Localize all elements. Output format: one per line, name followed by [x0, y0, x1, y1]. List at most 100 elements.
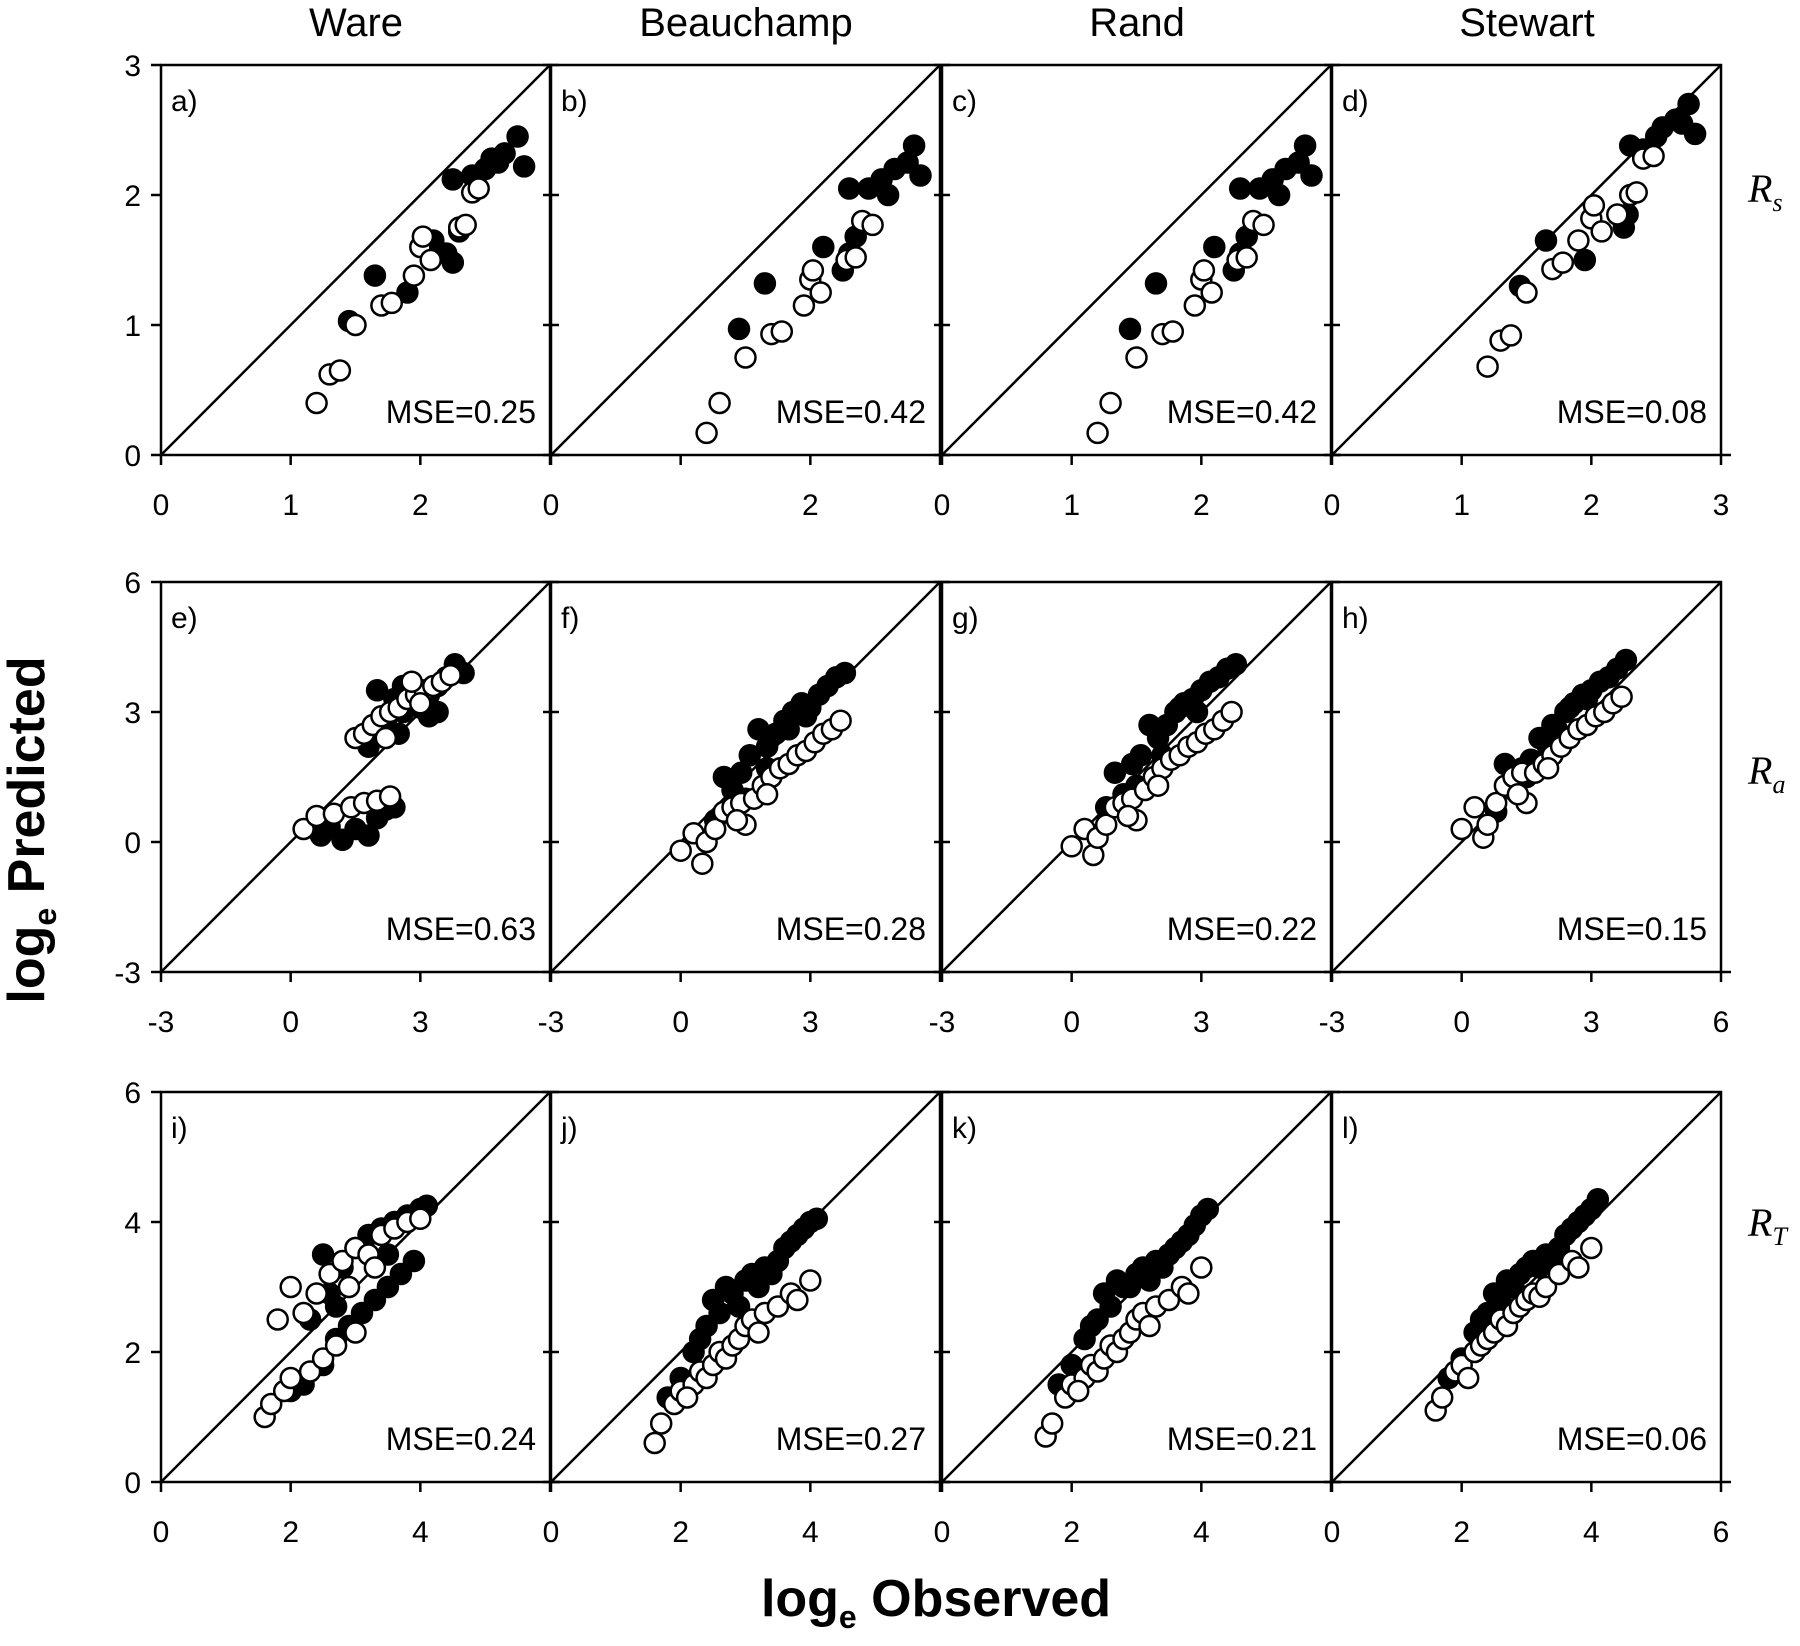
filled-point [777, 718, 800, 741]
panel-frame [549, 1090, 942, 1484]
filled-point [376, 1275, 400, 1299]
row-label-rt-sub: T [1772, 1222, 1788, 1251]
open-point [279, 1275, 302, 1299]
open-point [1606, 203, 1629, 226]
column-title-beauchamp: Beauchamp [639, 1, 852, 45]
panel-k: 0 2 4 k) MSE=0.21 [934, 1090, 1341, 1549]
open-point [1567, 229, 1590, 252]
mse-label: MSE=0.08 [1557, 394, 1707, 430]
filled-point [1144, 272, 1168, 295]
open-point [770, 320, 794, 343]
filled-point [486, 151, 510, 174]
open-point [703, 817, 727, 841]
open-point [649, 1412, 673, 1435]
open-point [1536, 757, 1560, 780]
open-point [691, 852, 714, 875]
mse-label: MSE=0.42 [776, 394, 926, 430]
y-axis-title-prefix: log [0, 926, 56, 1004]
filled-point [1683, 122, 1707, 146]
open-point [1484, 791, 1508, 815]
filled-point [1129, 744, 1153, 767]
x-axis-title-sub: e [839, 1599, 857, 1635]
mse-label: MSE=0.42 [1167, 394, 1317, 430]
open-point [1040, 1412, 1064, 1435]
y-axis-title-sub: e [27, 908, 63, 926]
open-point [1463, 796, 1486, 819]
x-tick-label: 0 [1063, 1006, 1080, 1039]
y-tick-label: 0 [124, 440, 141, 473]
mse-label: MSE=0.21 [1167, 1421, 1317, 1457]
identity-line [161, 582, 550, 972]
filled-point [805, 1207, 829, 1231]
open-point [1476, 813, 1499, 836]
open-point [1116, 804, 1140, 828]
filled-point [729, 761, 753, 784]
column-title-ware: Ware [309, 1, 403, 45]
identity-line [942, 65, 1331, 455]
filled-point [365, 679, 389, 702]
panel-frame [549, 63, 942, 457]
open-point [400, 670, 423, 693]
panel-frame [549, 580, 942, 974]
x-tick-label: 0 [1453, 1006, 1470, 1039]
x-tick-label: 0 [153, 489, 170, 522]
y-tick-label: 3 [124, 697, 141, 730]
open-point [402, 264, 426, 287]
open-point [1146, 774, 1170, 797]
filled-point [1508, 1262, 1532, 1286]
panel-letter: d) [1342, 85, 1369, 118]
open-point [344, 1321, 367, 1344]
x-axis-title-suffix: Observed [857, 1570, 1111, 1628]
row-label-rs: Rs [1747, 166, 1783, 217]
open-point [337, 1275, 361, 1299]
open-point [861, 213, 884, 237]
open-point [1177, 1282, 1200, 1305]
panel-letter: b) [561, 85, 588, 118]
x-tick-label: 0 [1324, 489, 1341, 522]
x-axis-title: loge Observed [761, 1570, 1111, 1635]
x-tick-label: -3 [1319, 1006, 1346, 1039]
x-tick-label: 4 [1193, 1516, 1210, 1549]
x-tick-label: 1 [1453, 489, 1470, 522]
filled-point [363, 1288, 387, 1312]
filled-point [441, 168, 465, 191]
x-tick-label: 2 [412, 489, 429, 522]
filled-point [357, 824, 380, 847]
x-tick-label: 2 [672, 1516, 689, 1549]
open-point [439, 663, 462, 687]
x-tick-label: 3 [1713, 489, 1730, 522]
filled-point [1118, 317, 1142, 341]
open-point [467, 177, 490, 200]
open-point [1094, 813, 1118, 836]
open-point [1506, 783, 1530, 806]
column-titles: Ware Beauchamp Rand Stewart [309, 1, 1595, 45]
filled-point [1300, 164, 1323, 187]
x-tick-label: 2 [1583, 489, 1600, 522]
filled-point [1118, 1275, 1142, 1299]
row-label-rs-main: R [1747, 166, 1772, 211]
open-point [755, 783, 779, 806]
panel-frame [1330, 63, 1723, 457]
panel-letter: g) [952, 602, 979, 635]
open-point [380, 291, 404, 315]
open-point [409, 1207, 432, 1231]
open-point [766, 1295, 790, 1318]
filled-point [727, 317, 751, 341]
y-tick-label: 1 [124, 310, 141, 343]
y-tick-label: 6 [124, 1077, 141, 1110]
open-point [1450, 817, 1473, 841]
filled-point [426, 700, 449, 724]
filled-point [837, 177, 861, 200]
filled-point [1293, 134, 1317, 157]
x-tick-label: 4 [412, 1516, 429, 1549]
identity-line [161, 65, 550, 455]
panel-i: 0 2 4 0 2 4 6 i) MSE=0.24 [124, 1077, 560, 1549]
open-point [311, 1347, 335, 1370]
column-title-stewart: Stewart [1459, 1, 1595, 45]
y-tick-label: 2 [124, 180, 141, 213]
open-point [801, 259, 825, 282]
filled-point [324, 1295, 348, 1318]
filled-point [902, 134, 926, 157]
panel-letter: c) [952, 85, 977, 118]
